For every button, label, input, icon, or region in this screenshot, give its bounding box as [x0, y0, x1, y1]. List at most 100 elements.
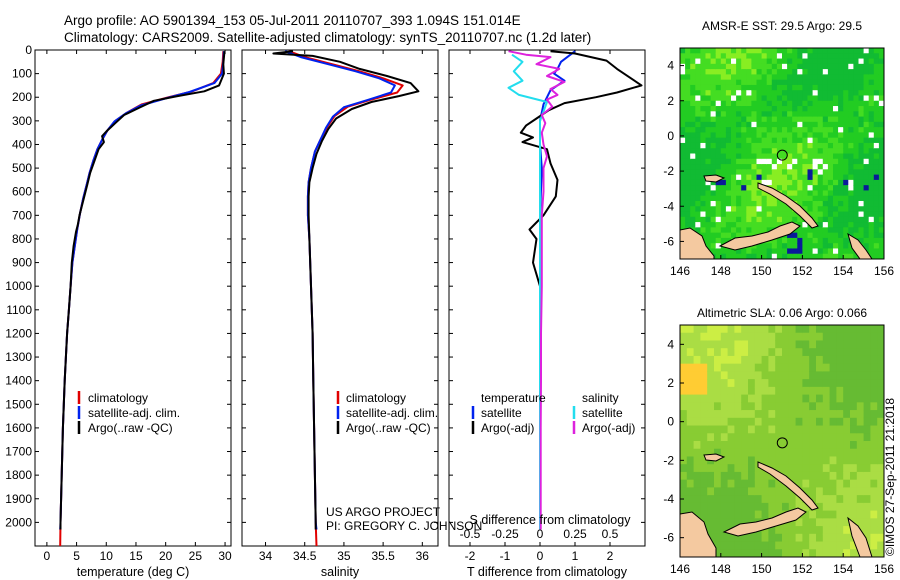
map-cell	[816, 549, 824, 557]
map-cell	[858, 48, 865, 54]
map-cell	[746, 69, 752, 75]
map-cell	[827, 100, 834, 107]
map-cell	[802, 386, 810, 396]
map-cell	[741, 340, 749, 349]
map-cell	[705, 158, 712, 165]
map-cell	[838, 58, 844, 65]
map-cell	[736, 79, 742, 86]
map-cell	[788, 456, 797, 465]
map-cell	[853, 132, 860, 139]
map-cell	[812, 211, 819, 218]
map-cell	[686, 464, 695, 473]
map-cell	[751, 153, 758, 160]
map-cell	[877, 340, 884, 349]
legend-label-climatology: climatology	[88, 391, 148, 405]
map-cell	[714, 495, 722, 504]
map-cell	[725, 48, 732, 54]
map-cell	[771, 48, 778, 54]
map-cell	[797, 237, 803, 244]
temperature-legend: climatology satellite-adj. clim. Argo(..…	[77, 391, 180, 435]
map-cell	[756, 84, 763, 91]
map-cell	[838, 74, 844, 81]
map-cell	[776, 206, 783, 213]
map-cell	[843, 148, 849, 155]
map-cell	[734, 332, 742, 342]
lon-tick-label: 154	[833, 562, 853, 576]
map-cell	[751, 90, 758, 97]
map-cell	[700, 185, 707, 192]
map-cell	[720, 185, 727, 192]
depth-tick-label: 700	[12, 208, 32, 222]
map-cell	[797, 169, 803, 176]
map-cell	[741, 533, 749, 543]
x-tick-label: 34	[259, 549, 273, 563]
map-cell	[731, 158, 737, 165]
map-cell	[705, 232, 712, 239]
salinity-frame	[241, 49, 439, 547]
map-cell	[802, 363, 810, 372]
map-cell	[720, 100, 727, 107]
map-cell	[748, 510, 756, 519]
map-cell	[878, 153, 884, 160]
map-cell	[870, 518, 878, 527]
map-cell	[782, 79, 788, 86]
map-cell	[877, 533, 884, 543]
x-tick-label: 30	[218, 549, 232, 563]
difference-frame	[448, 49, 646, 547]
map-cell	[734, 379, 742, 388]
map-cell	[746, 153, 752, 160]
map-cell	[715, 248, 722, 255]
map-cell	[868, 69, 875, 75]
map-cell	[836, 448, 844, 458]
map-cell	[690, 132, 696, 139]
map-cell	[873, 200, 880, 207]
map-cell	[873, 142, 880, 149]
map-cell	[690, 121, 696, 128]
map-cell	[836, 386, 844, 396]
map-cell	[741, 402, 749, 411]
map-cell	[807, 248, 814, 255]
map-cell	[693, 394, 701, 403]
map-cell	[843, 386, 851, 396]
map-cell	[838, 227, 844, 234]
map-cell	[833, 106, 839, 112]
map-cell	[807, 211, 814, 218]
map-cell	[680, 100, 686, 107]
map-cell	[715, 153, 722, 160]
map-cell	[761, 53, 768, 60]
map-cell	[751, 69, 758, 75]
map-cell	[853, 200, 860, 207]
map-cell	[829, 371, 837, 380]
map-cell	[868, 206, 875, 213]
map-cell	[741, 495, 749, 504]
map-cell	[877, 425, 884, 434]
map-cell	[725, 206, 732, 213]
map-cell	[715, 190, 722, 197]
map-cell	[802, 541, 810, 550]
map-cell	[822, 248, 829, 255]
map-cell	[782, 410, 790, 419]
map-cell	[795, 518, 803, 527]
lon-tick-label: 156	[874, 562, 894, 576]
map-cell	[741, 379, 749, 388]
map-cell	[766, 111, 773, 118]
map-cell	[736, 227, 742, 234]
map-cell	[833, 169, 839, 176]
map-cell	[748, 363, 756, 372]
map-cell	[756, 227, 763, 234]
map-cell	[836, 533, 844, 543]
map-cell	[850, 417, 858, 427]
map-cell	[877, 371, 884, 380]
depth-tick-label: 1600	[5, 421, 32, 435]
map-cell	[816, 348, 824, 357]
map-cell	[707, 448, 715, 458]
map-cell	[734, 502, 742, 512]
map-cell	[863, 448, 871, 458]
map-cell	[700, 106, 707, 112]
map-cell	[863, 487, 871, 496]
map-cell	[863, 518, 871, 527]
map-cell	[802, 132, 809, 139]
map-cell	[812, 116, 819, 123]
map-cell	[833, 243, 839, 250]
map-cell	[746, 169, 752, 176]
